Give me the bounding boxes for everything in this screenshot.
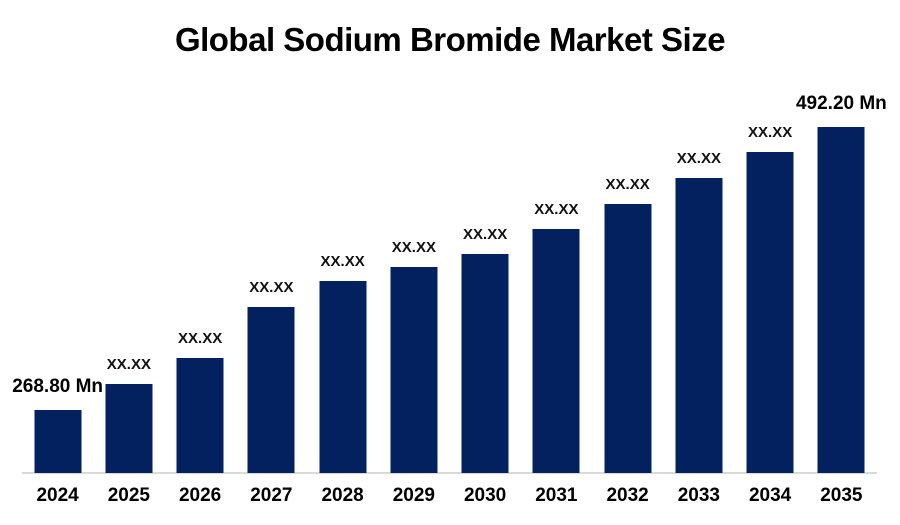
bar-value-label: XX.XX bbox=[676, 150, 721, 167]
bar bbox=[176, 358, 224, 473]
bar-group-2031: XX.XX 2031 bbox=[521, 0, 592, 505]
x-axis-label: 2035 bbox=[820, 485, 863, 506]
bar-value-label: XX.XX bbox=[748, 124, 793, 141]
bars-container: 268.80 Mn 2024 XX.XX 2025 XX.XX 2026 XX.XX 2027… bbox=[12, 0, 887, 505]
bar-value-label: XX.XX bbox=[249, 279, 294, 296]
x-axis-label: 2028 bbox=[321, 485, 364, 506]
plot-area: 268.80 Mn 2024 XX.XX 2025 XX.XX 2026 XX.XX 2027… bbox=[12, 0, 887, 505]
x-axis-label: 2026 bbox=[178, 485, 222, 506]
bar-group-2024: 268.80 Mn 2024 bbox=[12, 0, 103, 505]
x-axis-label: 2024 bbox=[36, 485, 79, 506]
x-axis-label: 2033 bbox=[677, 485, 721, 506]
bar bbox=[675, 178, 723, 473]
bar-group-2033: XX.XX 2033 bbox=[663, 0, 734, 505]
bar bbox=[817, 127, 865, 473]
bar-group-2026: XX.XX 2026 bbox=[165, 0, 236, 505]
bar bbox=[390, 267, 438, 473]
bar-value-label: XX.XX bbox=[463, 226, 508, 243]
bar-value-label: XX.XX bbox=[534, 201, 579, 218]
bar-value-label: XX.XX bbox=[320, 253, 365, 270]
bar-group-2028: XX.XX 2028 bbox=[307, 0, 378, 505]
bar bbox=[34, 410, 82, 473]
x-axis-label: 2031 bbox=[535, 485, 578, 506]
bar bbox=[461, 254, 509, 473]
x-axis-label: 2029 bbox=[392, 485, 436, 506]
bar-group-2030: XX.XX 2030 bbox=[450, 0, 521, 505]
bar-group-2025: XX.XX 2025 bbox=[93, 0, 164, 505]
x-axis-label: 2025 bbox=[107, 485, 151, 506]
bar-value-label: XX.XX bbox=[106, 356, 151, 373]
x-axis-label: 2030 bbox=[463, 485, 507, 506]
bar bbox=[532, 229, 580, 473]
bar-group-2029: XX.XX 2029 bbox=[378, 0, 449, 505]
bar-group-2034: XX.XX 2034 bbox=[735, 0, 806, 505]
bar-value-label: XX.XX bbox=[178, 330, 223, 347]
x-axis-line bbox=[22, 472, 877, 474]
x-axis-label: 2032 bbox=[606, 485, 649, 506]
bar bbox=[319, 281, 367, 473]
bar-value-label: XX.XX bbox=[391, 239, 436, 256]
chart-title: Global Sodium Bromide Market Size bbox=[174, 21, 726, 58]
bar-group-2027: XX.XX 2027 bbox=[236, 0, 307, 505]
x-axis-label: 2027 bbox=[250, 485, 293, 506]
bar-group-2035: 492.20 Mn 2035 bbox=[796, 0, 887, 505]
bar bbox=[746, 152, 794, 473]
bar bbox=[247, 307, 295, 473]
bar-value-label: 268.80 Mn bbox=[12, 376, 104, 397]
bar bbox=[105, 384, 153, 473]
bar-value-label: 492.20 Mn bbox=[795, 93, 887, 114]
bar bbox=[604, 204, 652, 473]
bar-value-label: XX.XX bbox=[605, 176, 650, 193]
x-axis-label: 2034 bbox=[748, 485, 792, 506]
bar-group-2032: XX.XX 2032 bbox=[592, 0, 663, 505]
